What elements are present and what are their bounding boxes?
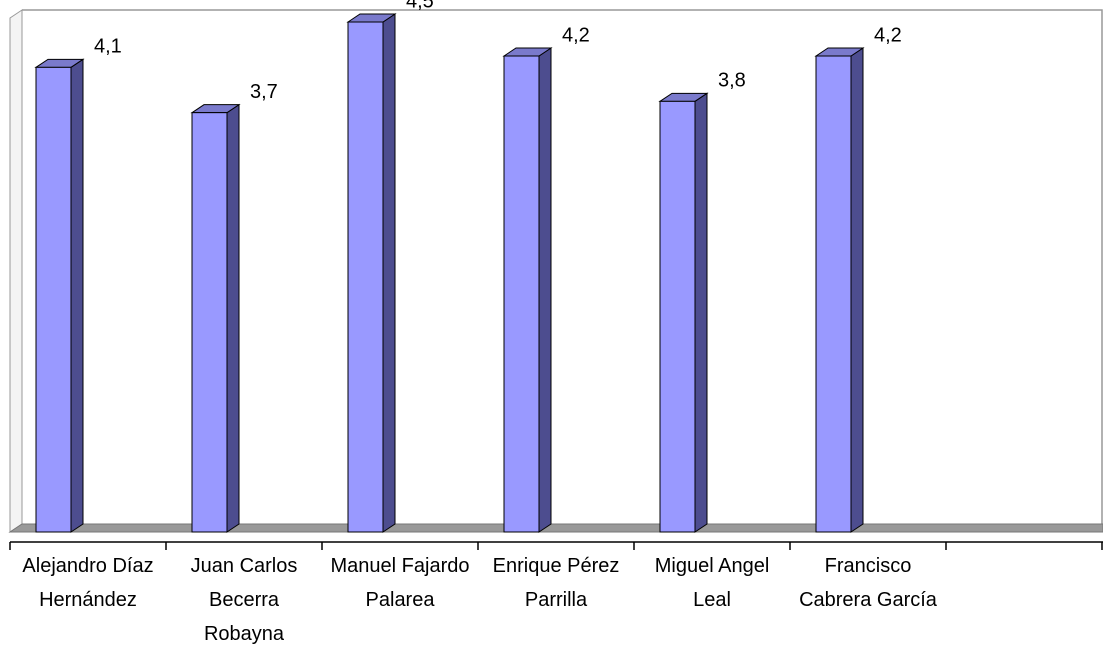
- x-tick-label: Francisco Cabrera García: [799, 555, 937, 611]
- data-label: 4,1: [94, 36, 122, 58]
- bar: [347, 21, 384, 533]
- bar-side: [226, 103, 240, 533]
- data-label: 3,8: [718, 70, 746, 92]
- floor: [8, 523, 1103, 533]
- bar: [503, 55, 540, 533]
- x-tick-label: Alejandro Díaz Hernández: [22, 555, 154, 611]
- x-tick-label: Manuel Fajardo Palarea: [330, 555, 470, 611]
- x-tick-label: Juan Carlos Becerra Robayna: [190, 555, 298, 645]
- data-label: 3,7: [250, 81, 278, 103]
- data-label: 4,2: [874, 24, 902, 46]
- bar: [191, 112, 228, 533]
- bar: [35, 66, 72, 533]
- side-wall: [9, 9, 23, 533]
- bar-side: [70, 58, 84, 533]
- bar: [815, 55, 852, 533]
- bar-side: [850, 47, 864, 533]
- bar: [659, 100, 696, 533]
- data-label: 4,5: [406, 0, 434, 12]
- x-tick-label: Miguel Angel Leal: [654, 555, 770, 611]
- bar-side: [694, 92, 708, 533]
- x-tick-label: Enrique Pérez Parrilla: [492, 555, 620, 611]
- data-label: 4,2: [562, 24, 590, 46]
- bar-side: [382, 13, 396, 533]
- plot-frame: [22, 9, 1103, 524]
- bar-side: [538, 47, 552, 533]
